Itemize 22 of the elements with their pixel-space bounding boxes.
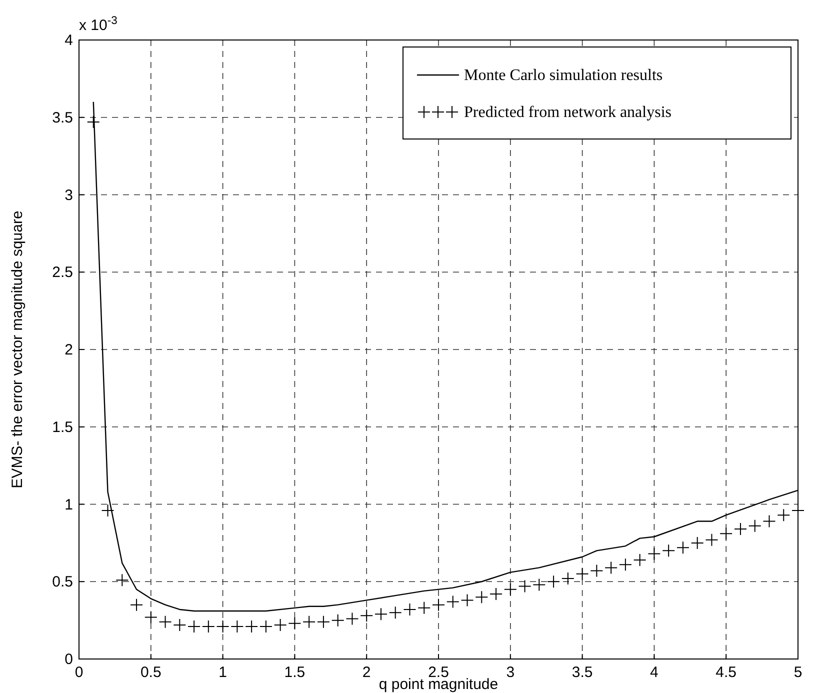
y-tick-label: 0 [64, 651, 73, 668]
y-tick-label: 4 [64, 32, 73, 49]
y-tick-label: 3.5 [52, 109, 73, 126]
y-tick-label: 3 [64, 186, 73, 204]
x-tick-label: 5 [794, 664, 802, 681]
text: x 10$^{-3}$ [79, 15, 118, 34]
legend-label: Monte Carlo simulation results [464, 67, 663, 84]
y-tick-label: 0.5 [52, 574, 73, 591]
y-tick-label: 2 [64, 342, 73, 358]
y-tick-label: 1 [64, 496, 73, 514]
legend-label: Predicted from network analysis [464, 104, 672, 121]
y-tick-label: 2.5 [52, 264, 73, 282]
y-axis-title: EVMS- the error vector magnitude square [9, 210, 26, 488]
x-tick-label: 3 [506, 664, 515, 681]
x-tick-label: 4.5 [716, 664, 737, 681]
x-tick-label: 4 [650, 664, 658, 681]
x-tick-label: 1.5 [284, 664, 306, 681]
x-tick-label: 0.5 [140, 664, 162, 681]
x-tick-label: 2 [362, 664, 371, 681]
x-tick-label: 1 [218, 664, 227, 681]
y-tick-label: 1.5 [52, 418, 73, 436]
x-tick-label: 3.5 [572, 664, 593, 681]
